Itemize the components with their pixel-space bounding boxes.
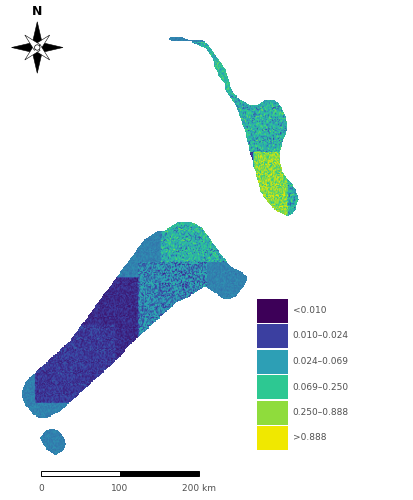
Polygon shape: [37, 42, 63, 54]
Text: >0.888: >0.888: [292, 434, 325, 442]
Polygon shape: [25, 35, 40, 50]
Polygon shape: [34, 35, 50, 50]
Text: N: N: [32, 4, 43, 18]
Polygon shape: [31, 48, 43, 73]
Text: 100: 100: [111, 484, 128, 493]
Text: 0.250–0.888: 0.250–0.888: [292, 408, 348, 417]
Text: 0.024–0.069: 0.024–0.069: [292, 357, 348, 366]
Polygon shape: [12, 42, 37, 54]
Text: 0.010–0.024: 0.010–0.024: [292, 332, 348, 340]
Polygon shape: [25, 44, 40, 60]
Text: <0.010: <0.010: [292, 306, 325, 315]
Text: 0: 0: [38, 484, 44, 493]
Text: 200 km: 200 km: [181, 484, 215, 493]
Text: 0.069–0.250: 0.069–0.250: [292, 382, 348, 392]
Polygon shape: [34, 44, 50, 60]
Polygon shape: [31, 22, 43, 48]
Circle shape: [34, 45, 40, 50]
